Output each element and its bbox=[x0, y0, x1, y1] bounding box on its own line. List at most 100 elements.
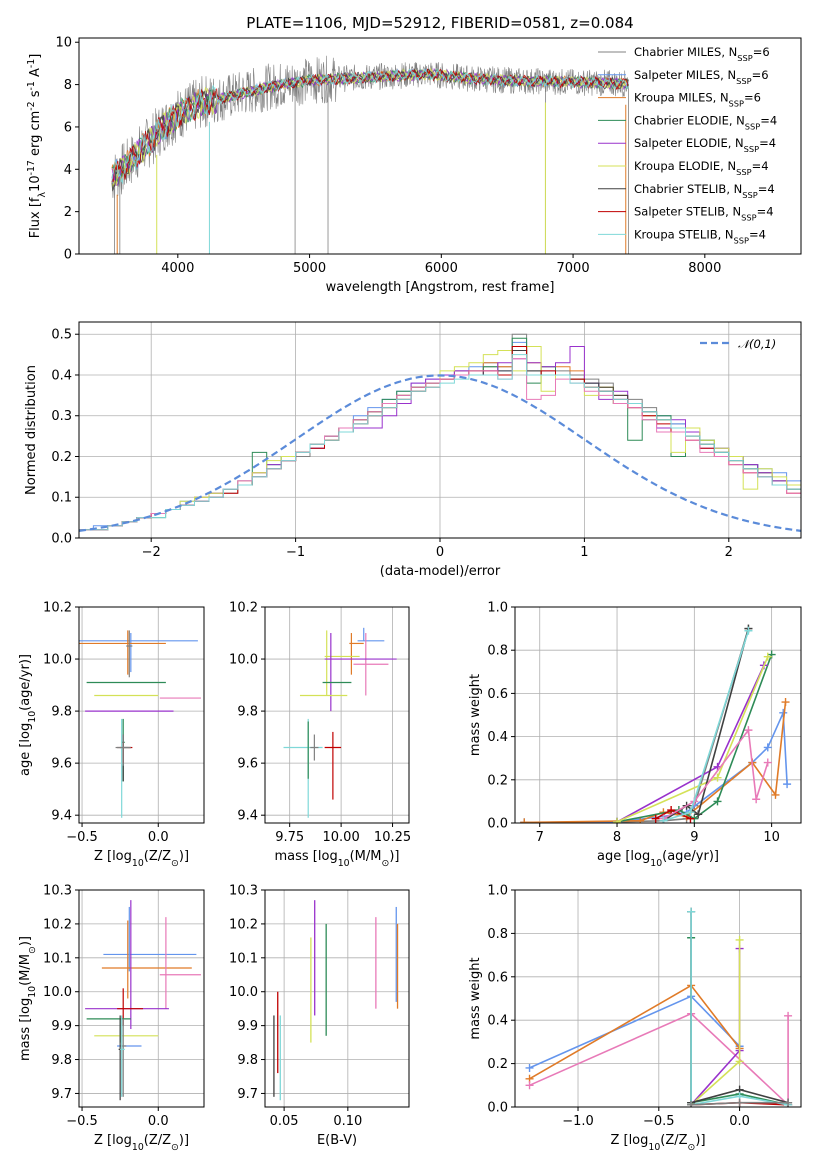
axes-frame bbox=[264, 889, 410, 1108]
label-part: 10 bbox=[27, 986, 38, 998]
axes-frame bbox=[78, 321, 802, 539]
x-axis-label: Z [log10(Z/Z⊙)] bbox=[610, 1133, 705, 1153]
label-part: Salpeter ELODIE, N bbox=[634, 136, 744, 150]
label-part: )] bbox=[179, 1133, 189, 1148]
weight-marker bbox=[763, 758, 772, 767]
x-tick-label: 0.10 bbox=[333, 1114, 362, 1129]
label-part: )] bbox=[389, 849, 399, 864]
y-tick-label: 0.5 bbox=[51, 328, 72, 343]
model-spectrum-line bbox=[111, 68, 629, 192]
x-tick-label: −0.5 bbox=[66, 1114, 98, 1129]
legend-gaussian-label: 𝒩(0,1) bbox=[738, 337, 776, 351]
y-tick-label: 9.7 bbox=[51, 1087, 72, 1102]
label-part: 10 bbox=[27, 711, 38, 723]
mass_vs_ebv-panel: 0.05 0.10 9.7 9.8 9.9 10.0 10.1 10.2 10.3 E(B-V) bbox=[229, 884, 410, 1148]
y-tick-label: 0.0 bbox=[487, 1101, 508, 1116]
x-tick-label: 4000 bbox=[161, 261, 194, 276]
label-part: =6 bbox=[753, 45, 770, 59]
y-tick-label: 1.0 bbox=[487, 601, 508, 616]
label-part: SSP bbox=[734, 235, 749, 245]
label-part: )] bbox=[18, 936, 33, 946]
weight-marker bbox=[735, 1057, 744, 1066]
y-tick-label: 10.2 bbox=[43, 601, 72, 616]
y-axis-label: Normed distribution bbox=[24, 365, 39, 495]
x-axis-label: wavelength [Angstrom, rest frame] bbox=[326, 280, 555, 295]
label-part: =4 bbox=[759, 136, 776, 150]
x-axis-label: Z [log10(Z/Z⊙)] bbox=[94, 1133, 189, 1153]
x-axis-label: Z [log10(Z/Z⊙)] bbox=[94, 849, 189, 869]
y-tick-label: 8 bbox=[64, 78, 72, 93]
age_vs_mass-plot-area bbox=[283, 627, 397, 818]
label-part: A bbox=[28, 68, 43, 81]
label-part: SSP bbox=[737, 53, 752, 63]
errorbar-point bbox=[159, 917, 201, 1009]
weight-marker bbox=[784, 1098, 793, 1107]
label-part: Kroupa ELODIE, N bbox=[634, 159, 736, 173]
weight-marker bbox=[752, 795, 761, 804]
x-tick-label: 5000 bbox=[293, 261, 326, 276]
legend-label: Salpeter ELODIE, NSSP=4 bbox=[634, 136, 776, 154]
label-part: SSP bbox=[736, 167, 751, 177]
weight-marker bbox=[744, 626, 753, 635]
label-part: E(B-V) bbox=[317, 1133, 357, 1148]
errorbar-point bbox=[85, 900, 169, 1030]
y-tick-label: 2 bbox=[64, 205, 72, 220]
gaussian-curve bbox=[79, 374, 801, 532]
errorbar-point bbox=[324, 731, 342, 800]
y-tick-label: 10.0 bbox=[43, 653, 72, 668]
label-part: SSP bbox=[745, 121, 760, 131]
label-part: =4 bbox=[760, 113, 777, 127]
age_vs_mass-panel: 9.75 10.00 10.25 9.4 9.6 9.8 10.0 10.2 mass [log… bbox=[229, 601, 411, 869]
label-part: =6 bbox=[744, 91, 761, 105]
axes-frame bbox=[264, 606, 410, 824]
mass_vs_ebv-plot-area bbox=[273, 900, 399, 1101]
weight-marker bbox=[735, 935, 744, 944]
residuals-plot-area bbox=[79, 333, 801, 538]
label-part: ⊙ bbox=[171, 858, 179, 869]
y-tick-label: 4 bbox=[64, 163, 72, 178]
label-part: (age/yr)] bbox=[18, 654, 33, 711]
errorbar-point bbox=[349, 633, 364, 675]
y-tick-label: 9.9 bbox=[51, 1019, 72, 1034]
x-tick-label: −1.0 bbox=[562, 1114, 594, 1129]
mass_vs_Z-plot-area bbox=[85, 900, 201, 1101]
weight-marker bbox=[520, 818, 529, 823]
weight_vs_age-plot-area bbox=[520, 624, 792, 823]
x-tick-label: 8000 bbox=[688, 261, 721, 276]
weight_vs_Z-panel: −1.0 −0.5 0.0 0.0 0.2 0.4 0.6 0.8 1.0 Z [log10(Z/… bbox=[468, 884, 802, 1153]
label-part: 10 bbox=[132, 858, 144, 869]
weight-marker bbox=[713, 773, 722, 782]
weight_vs_Z-plot-area bbox=[525, 907, 793, 1107]
y-tick-label: 10.0 bbox=[229, 653, 258, 668]
weight-line bbox=[690, 948, 741, 1106]
weight-marker bbox=[525, 1081, 534, 1090]
y-tick-label: 0.4 bbox=[487, 1014, 508, 1029]
label-part: Chabrier STELIB, N bbox=[634, 182, 742, 196]
x-axis-label: (data-model)/error bbox=[380, 564, 501, 579]
y-axis-label: Flux [fλ10-17 erg cm-2 s-1 A-1] bbox=[26, 54, 48, 239]
y-tick-label: 9.4 bbox=[237, 809, 258, 824]
errorbar-point bbox=[310, 734, 319, 761]
label-part: 10 bbox=[650, 858, 662, 869]
axes-frame bbox=[514, 889, 802, 1108]
x-tick-label: 10.25 bbox=[374, 830, 411, 845]
label-part: )] bbox=[179, 849, 189, 864]
label-part: Chabrier MILES, N bbox=[634, 45, 737, 59]
y-tick-label: 10.2 bbox=[43, 917, 72, 932]
x-axis-label: age [log10(age/yr)] bbox=[597, 849, 719, 869]
errorbar-point bbox=[324, 630, 360, 696]
spectrum-title: PLATE=1106, MJD=52912, FIBERID=0581, z=0… bbox=[246, 14, 633, 32]
label-part: =4 bbox=[749, 227, 766, 241]
label-part: mass [log bbox=[18, 998, 33, 1061]
weight-marker bbox=[687, 907, 696, 916]
weight-line bbox=[662, 628, 750, 822]
weight-marker bbox=[744, 726, 753, 735]
weight-marker bbox=[651, 814, 660, 823]
y-axis-label: age [log10(age/yr)] bbox=[18, 654, 38, 776]
label-part: SSP bbox=[744, 144, 759, 154]
y-tick-label: 10.1 bbox=[43, 951, 72, 966]
y-tick-label: 0.4 bbox=[487, 730, 508, 745]
label-part: wavelength [Angstrom, rest frame] bbox=[326, 280, 555, 295]
label-part: 10 bbox=[648, 1142, 660, 1153]
